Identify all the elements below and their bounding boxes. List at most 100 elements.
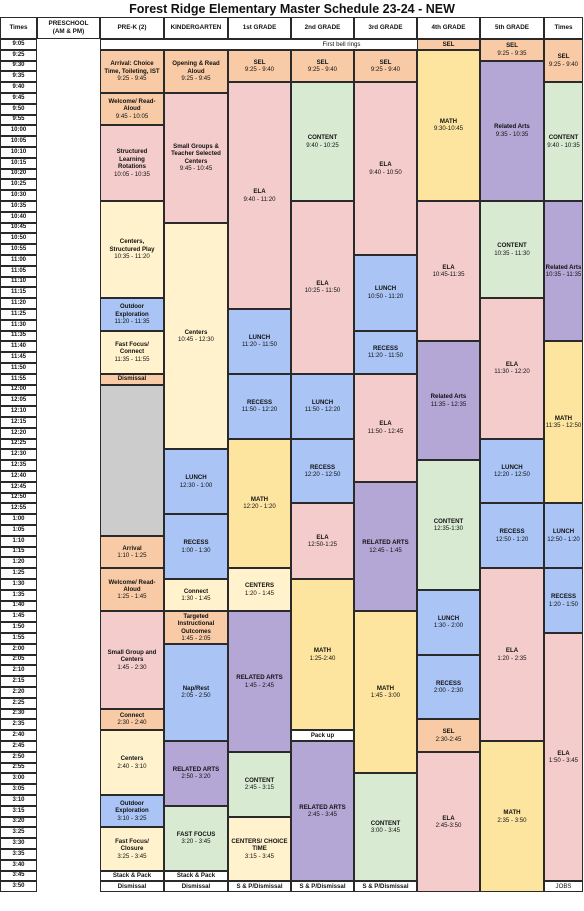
schedule-block: Structured Learning Rotations 10:05 - 10:35 xyxy=(100,125,164,201)
block-activity: Dismissal xyxy=(117,375,147,383)
block-activity: CONTENT xyxy=(370,819,401,827)
schedule-block: Outdoor Exploration 3:10 - 3:25 xyxy=(100,795,164,828)
header-label: KINDERGARTEN xyxy=(170,24,222,32)
block-time-range: 9:25 - 9:40 xyxy=(370,65,401,73)
block-activity: Welcome/ Read- xyxy=(108,578,156,586)
block-time-range: 3:20 - 3:45 xyxy=(181,838,211,846)
time-label-left: 11:10 xyxy=(0,276,37,288)
time-label-left: 1:00 xyxy=(0,514,37,525)
block-activity: JOBS xyxy=(555,883,572,891)
schedule-block: MATH 9:30-10:45 xyxy=(417,49,480,201)
time-label-left: 10:55 xyxy=(0,244,37,255)
schedule-block: MATH 11:35 - 12:50 xyxy=(544,341,583,504)
schedule-block: Dismissal xyxy=(100,373,164,385)
time-label-left: 12:45 xyxy=(0,481,37,493)
block-time-range: 11:35 - 12:35 xyxy=(430,400,467,408)
block-activity: ELA xyxy=(442,814,455,822)
block-activity: Rotations xyxy=(117,163,147,171)
schedule-block: Stack & Pack xyxy=(164,870,228,882)
block-activity: Aloud xyxy=(123,105,141,113)
block-time-range: 2:50 - 3:20 xyxy=(181,773,211,781)
block-time-range: 10:35 - 11:30 xyxy=(494,249,530,257)
block-time-range: 9:25 - 9:45 xyxy=(117,75,147,83)
time-label-left: 2:40 xyxy=(0,730,37,741)
time-label-left: 1:20 xyxy=(0,557,37,569)
block-activity: CENTERS xyxy=(244,582,275,590)
schedule-block: SEL 9:25 - 9:40 xyxy=(544,39,583,83)
schedule-block: MATH 2:35 - 3:50 xyxy=(480,741,544,893)
header-label: Times xyxy=(554,24,573,32)
block-activity: RELATED ARTS xyxy=(236,674,283,682)
block-time-range: 3:00 - 3:45 xyxy=(370,827,401,835)
schedule-block: Stack & Pack xyxy=(100,870,164,882)
block-time-range: 12:35-1:30 xyxy=(433,524,464,532)
time-label-left: 11:40 xyxy=(0,341,37,353)
block-time-range: 9:40 - 11:20 xyxy=(243,195,276,203)
block-time-range: 2:30 - 2:40 xyxy=(117,719,147,727)
block-time-range: 12:45 - 1:45 xyxy=(369,546,402,554)
block-time-range: 1:00 - 1:30 xyxy=(181,546,211,554)
time-label-left: 12:25 xyxy=(0,438,37,450)
block-time-range: 1:25 - 1:45 xyxy=(117,593,147,601)
block-activity: MATH xyxy=(250,495,269,503)
schedule-block: ELA 10:45-11:35 xyxy=(417,201,480,342)
schedule-block: S & P/Dismissal xyxy=(291,881,354,893)
block-time-range: 9:25 - 9:40 xyxy=(307,65,338,73)
time-label-left: 1:35 xyxy=(0,589,37,601)
time-label-left: 12:05 xyxy=(0,395,37,407)
schedule-block: Small Groups & Teacher Selected Centers 9:4… xyxy=(164,93,228,223)
time-label-left: 12:00 xyxy=(0,384,37,396)
block-activity: Centers xyxy=(120,755,144,763)
schedule-block: LUNCH 11:20 - 11:50 xyxy=(228,309,291,374)
block-activity: LUNCH xyxy=(374,285,397,293)
time-label-left: 3:35 xyxy=(0,849,37,860)
block-activity: ELA xyxy=(316,279,329,287)
time-label-left: 3:45 xyxy=(0,870,37,882)
block-time-range: 10:45-11:35 xyxy=(432,271,465,279)
block-activity: SEL xyxy=(253,58,266,66)
schedule-block: Nap/Rest 2:05 - 2:50 xyxy=(164,643,228,741)
block-time-range: 11:50 - 12:20 xyxy=(304,406,341,414)
schedule-block: RECESS 11:50 - 12:20 xyxy=(228,373,291,439)
block-activity: Closure xyxy=(120,845,144,853)
block-activity: RECESS xyxy=(499,528,525,536)
time-label-left: 1:25 xyxy=(0,568,37,579)
schedule-block: ELA 1:50 - 3:45 xyxy=(544,633,583,882)
time-label-left: 9:30 xyxy=(0,60,37,72)
block-activity: Time, Toileting, IST xyxy=(104,67,160,75)
schedule-block: LUNCH 10:50 - 11:20 xyxy=(354,255,417,331)
schedule-block: CONTENT 9:40 - 10:35 xyxy=(544,82,583,201)
header-label: PRESCHOOL xyxy=(48,20,89,28)
block-activity: S & P/Dismissal xyxy=(236,883,283,891)
block-time-range: 2:05 - 2:50 xyxy=(181,692,211,700)
block-time-range: 12:20 - 12:50 xyxy=(304,470,341,478)
schedule-block: CONTENT 3:00 - 3:45 xyxy=(354,773,417,882)
block-activity: CONTENT xyxy=(244,776,275,784)
block-time-range: 12:30 - 1:00 xyxy=(179,481,213,489)
time-label-left: 1:15 xyxy=(0,546,37,558)
schedule-block: RECESS 1:20 - 1:50 xyxy=(544,568,583,633)
block-activity: Instructional xyxy=(177,620,215,628)
block-activity: Exploration xyxy=(115,807,149,815)
schedule-block: RELATED ARTS 12:45 - 1:45 xyxy=(354,481,417,612)
time-label-left: 11:20 xyxy=(0,298,37,309)
block-activity: Small Group and xyxy=(107,648,157,656)
time-label-left: 2:50 xyxy=(0,751,37,763)
block-activity: First bell rings xyxy=(322,40,361,48)
block-activity: CONTENT xyxy=(548,134,579,142)
block-time-range: 2:45-3:50 xyxy=(435,821,462,829)
schedule-block: S & P/Dismissal xyxy=(228,881,291,893)
block-activity: Centers, xyxy=(119,238,145,246)
block-activity: Fast Focus/ xyxy=(115,341,149,349)
header-1st-grade: 1st GRADE xyxy=(228,17,291,39)
block-activity: SEL xyxy=(442,728,455,736)
block-activity: Related Arts xyxy=(494,123,530,131)
block-activity: Structured Play xyxy=(109,245,155,253)
schedule-block: LUNCH 1:30 - 2:00 xyxy=(417,589,480,655)
time-label-left: 1:40 xyxy=(0,600,37,612)
block-activity: Welcome/ Read- xyxy=(108,98,156,106)
block-time-range: 1:45 - 2:45 xyxy=(244,681,275,689)
time-label-left: 11:15 xyxy=(0,287,37,299)
schedule-block: S & P/Dismissal xyxy=(354,881,417,893)
time-label-left: 1:45 xyxy=(0,611,37,623)
